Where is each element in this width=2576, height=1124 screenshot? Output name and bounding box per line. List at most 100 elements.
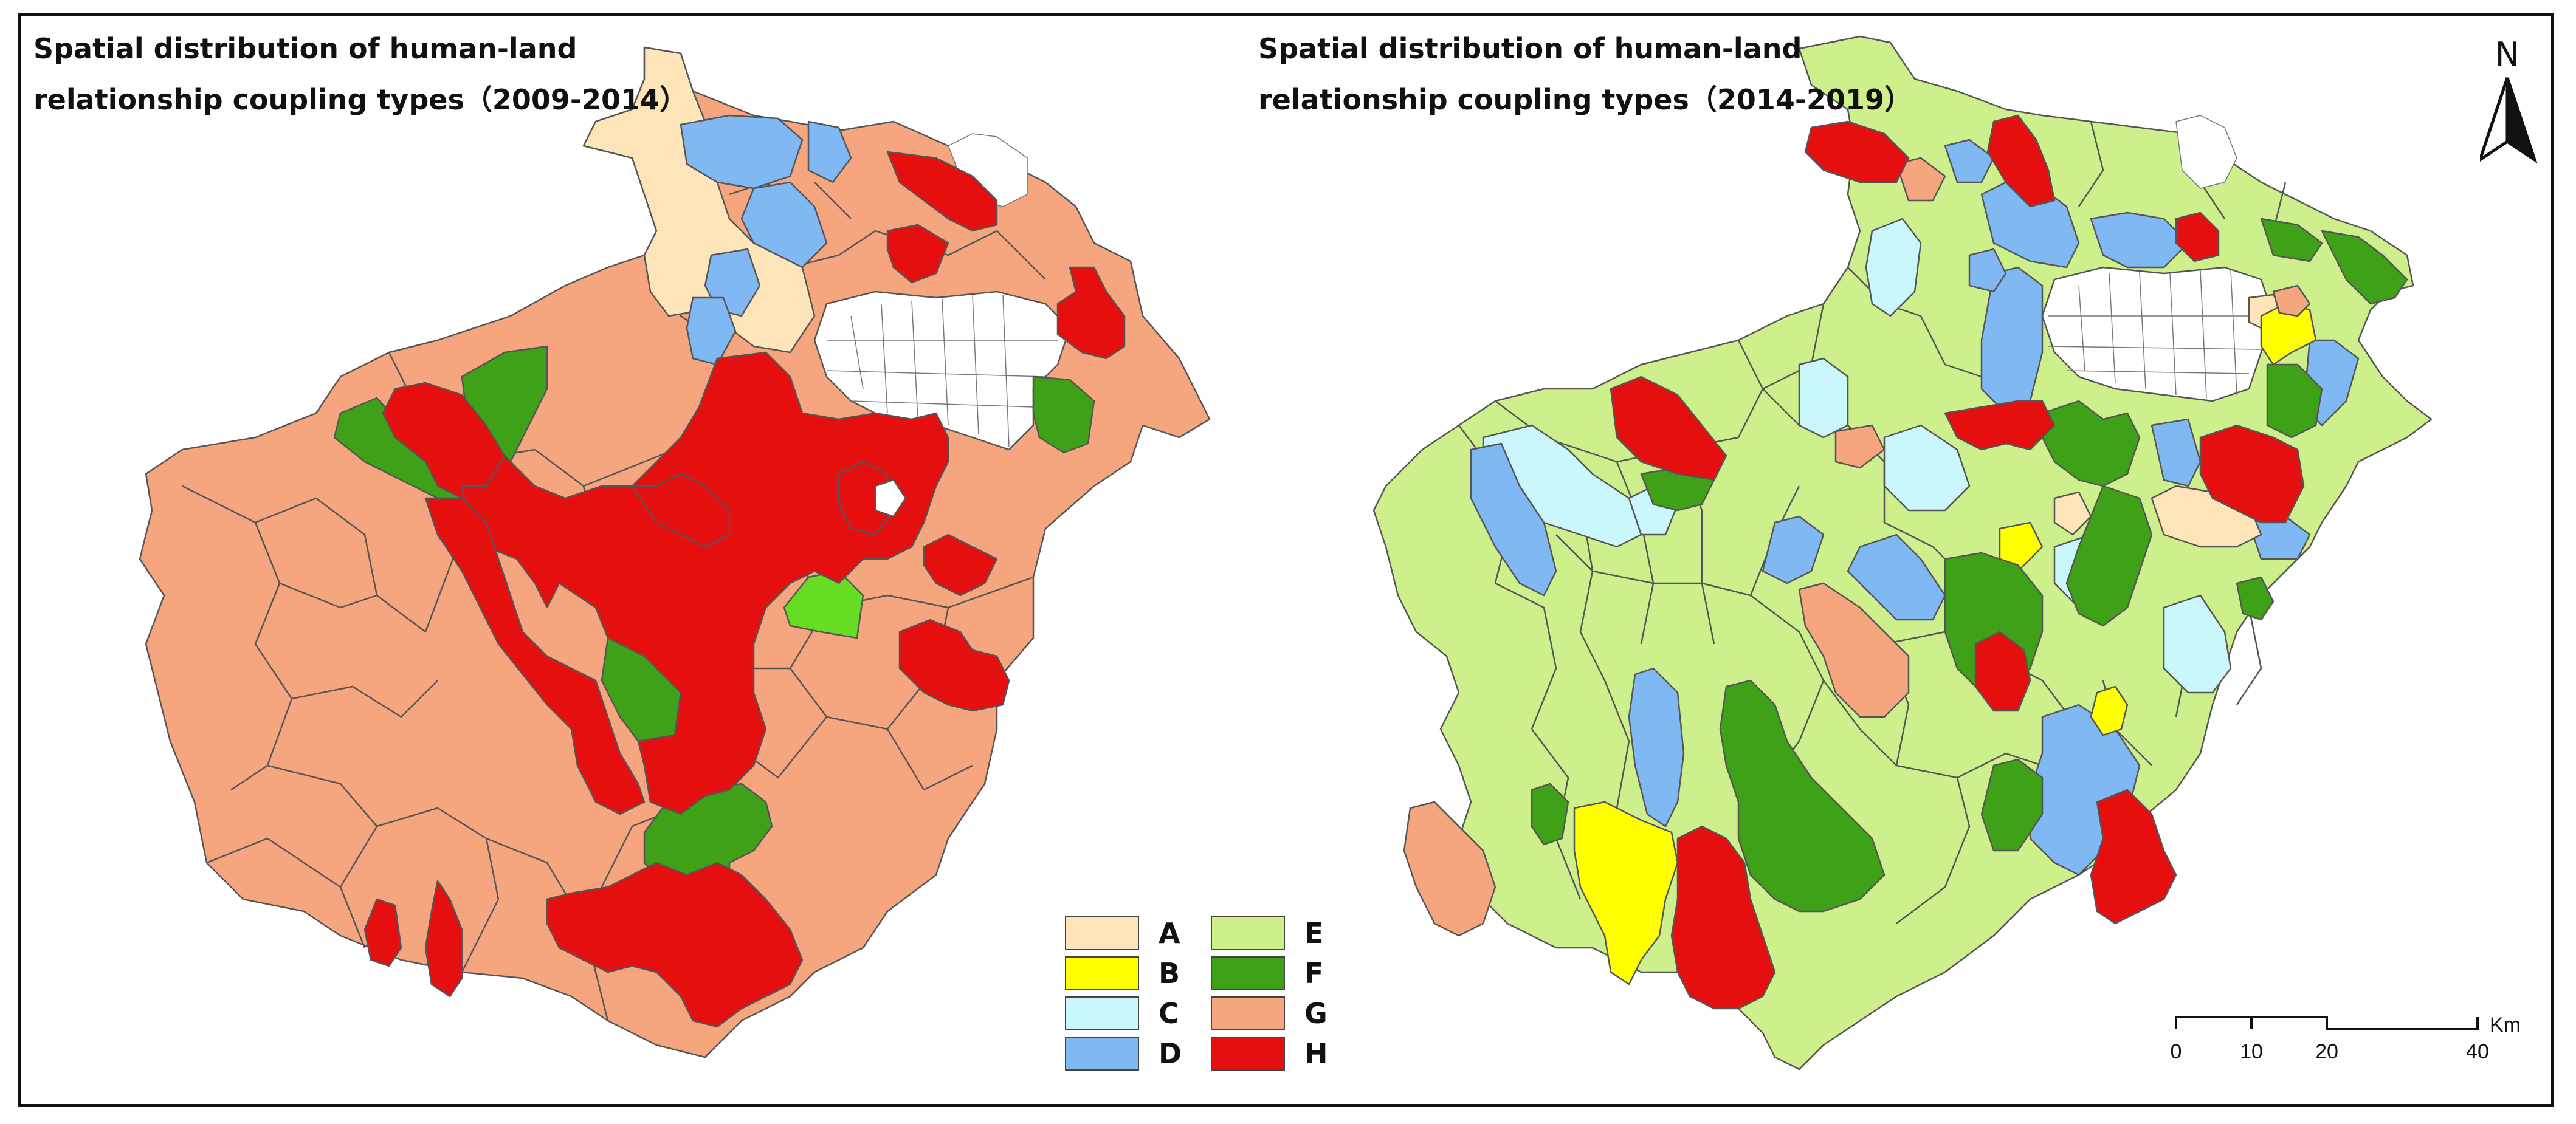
right-map-region-c3 — [1798, 357, 1849, 439]
right-map-region-f5 — [2321, 230, 2408, 305]
right-map-region-h6 — [2199, 424, 2305, 524]
right-map-title-line1: Spatial distribution of human-land — [1258, 32, 1802, 65]
legend-swatch-d — [1065, 1037, 1139, 1071]
left-map-region-f3 — [1032, 375, 1095, 454]
left-map-region-h12 — [363, 898, 402, 967]
right-map-region-d13 — [1968, 248, 2007, 293]
right-map-region-a2 — [2053, 491, 2092, 536]
left-map-region-h6 — [898, 619, 1010, 712]
right-map-region-g4 — [1895, 157, 1946, 202]
legend-item-g: G — [1211, 995, 1328, 1032]
right-map-region-f7 — [1980, 758, 2044, 852]
legend-label-c: C — [1159, 997, 1179, 1030]
left-map-region-hole — [874, 479, 907, 518]
left-map-region-h9 — [631, 473, 731, 548]
left-map-region-h10 — [546, 862, 804, 1028]
left-map-region-d5 — [807, 120, 852, 183]
left-map-region-h3 — [1056, 266, 1126, 360]
right-map-region-f4 — [2266, 363, 2323, 439]
right-map-region-h9 — [1670, 825, 1776, 1010]
north-arrow-icon — [2480, 77, 2538, 164]
legend-swatch-c — [1065, 996, 1139, 1030]
right-map-region-b2 — [2090, 685, 2129, 736]
right-map-title-line2: relationship coupling types（2014-2019） — [1258, 83, 1913, 116]
legend-label-h: H — [1304, 1037, 1328, 1070]
left-map-region-h8 — [838, 461, 895, 536]
legend-swatch-h — [1211, 1037, 1285, 1071]
north-arrow: N — [2480, 35, 2547, 175]
legend-item-d: D — [1065, 1035, 1182, 1072]
legend-swatch-g — [1211, 996, 1285, 1030]
right-map-region-g5 — [2272, 284, 2311, 317]
right-map-region-g2 — [1403, 801, 1496, 937]
left-map-region-d2 — [740, 181, 828, 269]
right-map-region-f8 — [1719, 679, 1886, 913]
right-map-region-b4 — [1573, 801, 1679, 985]
right-map-region-g1 — [1798, 582, 1910, 718]
left-map-region-h5 — [424, 497, 646, 815]
right-map-region-f1 — [2041, 400, 2141, 487]
right-map-region-h1 — [1804, 120, 1910, 183]
left-map-title-line2: relationship coupling types（2009-2014） — [33, 83, 688, 116]
right-map-region-d10 — [1944, 139, 1995, 183]
scale-tick-0: 0 — [2170, 1040, 2182, 1063]
right-map-region-f6 — [2260, 218, 2323, 262]
scale-unit: Km — [2490, 1013, 2521, 1037]
legend-label-b: B — [1159, 957, 1180, 990]
legend-swatch-e — [1211, 916, 1285, 950]
legend-label-f: F — [1304, 957, 1324, 990]
legend-label-e: E — [1304, 917, 1324, 950]
left-map-region-h7 — [923, 533, 998, 597]
right-map-region-h8 — [2090, 789, 2177, 925]
right-map-region-c1 — [1865, 218, 1922, 317]
legend-label-a: A — [1159, 917, 1180, 950]
right-map-title: Spatial distribution of human-land relat… — [1258, 23, 1912, 125]
legend-item-c: C — [1065, 995, 1179, 1032]
legend-item-h: H — [1211, 1035, 1328, 1072]
right-map-region-f11 — [2236, 576, 2275, 621]
left-map-region-h1 — [886, 151, 998, 232]
right-map-region-h2 — [1986, 114, 2056, 208]
legend-swatch-b — [1065, 956, 1139, 990]
legend-swatch-f — [1211, 956, 1285, 990]
scale-tick-40: 40 — [2466, 1040, 2489, 1063]
right-map-region-g3 — [1834, 424, 1886, 469]
left-map-region-h2 — [886, 224, 949, 284]
left-map-region-h-main — [461, 351, 949, 815]
right-map-region-d5 — [1628, 667, 1685, 828]
right-map-region-c4 — [1883, 424, 1971, 512]
right-map-region-white-north — [2175, 115, 2237, 189]
right-map-region-d4 — [1847, 533, 1946, 621]
scale-bar: 0 10 20 40 Km — [2164, 1007, 2521, 1074]
legend-label-g: G — [1304, 997, 1328, 1030]
right-map-region-c6 — [2163, 594, 2232, 694]
left-map-title: Spatial distribution of human-land relat… — [33, 23, 687, 125]
scale-tick-20: 20 — [2315, 1040, 2338, 1063]
right-map-region-b1 — [1999, 521, 2044, 572]
legend-label-d: D — [1159, 1037, 1182, 1070]
right-map-region-h3 — [2175, 211, 2220, 262]
left-map — [139, 46, 1211, 1058]
legend-item-a: A — [1065, 914, 1180, 952]
right-map-region-h7 — [1974, 631, 2031, 712]
legend-swatch-a — [1065, 916, 1139, 950]
left-map-region-urban — [813, 290, 1071, 451]
legend-item-e: E — [1211, 914, 1323, 952]
right-map-region-f2 — [2065, 485, 2153, 627]
legend-item-f: F — [1211, 954, 1323, 992]
legend: A B C D E F G H — [1065, 914, 1345, 1078]
left-map-region-d1 — [680, 114, 804, 190]
right-map-region-d3 — [1762, 515, 1825, 584]
right-map-region-urban — [2041, 266, 2275, 402]
right-map-region-d8 — [2090, 211, 2189, 269]
north-label: N — [2495, 35, 2520, 74]
right-map-region-f9 — [1531, 783, 1569, 846]
left-map-region-h11 — [424, 880, 463, 998]
left-map-title-line1: Spatial distribution of human-land — [33, 32, 577, 65]
scale-tick-10: 10 — [2240, 1040, 2263, 1063]
right-map — [1372, 35, 2433, 1071]
scale-bar-graphic — [2175, 1016, 2479, 1030]
right-map-region-h4 — [1610, 375, 1727, 481]
left-map-region-e1 — [783, 570, 864, 639]
